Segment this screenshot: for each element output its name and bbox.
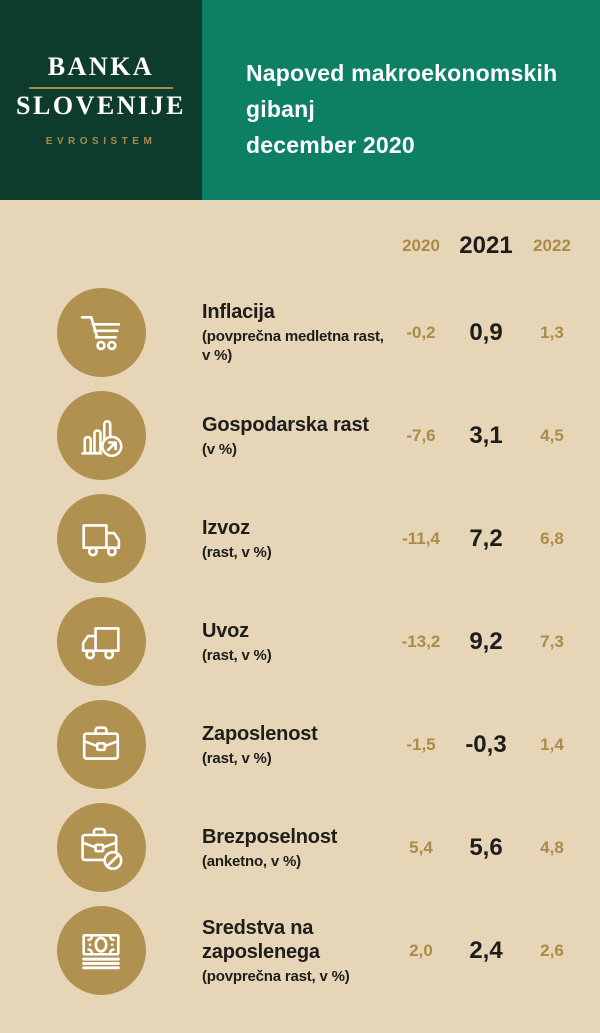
indicator-title: Uvoz xyxy=(202,619,249,642)
logo-text-slovenije: SLOVENIJE xyxy=(16,91,186,120)
value-2022: 6,8 xyxy=(540,528,564,548)
value-2022: 4,5 xyxy=(540,425,564,445)
title-line-3: december 2020 xyxy=(246,132,415,158)
value-2022: 7,3 xyxy=(540,631,564,651)
label-cell: Gospodarska rast (v %) xyxy=(202,413,387,459)
indicator-title: Zaposlenost xyxy=(202,722,318,745)
value-2021: 7,2 xyxy=(469,524,503,552)
indicator-title: Izvoz xyxy=(202,516,250,539)
value-2021: -0,3 xyxy=(465,730,507,758)
value-2020: -11,4 xyxy=(402,528,440,548)
bar-chart-growth-icon xyxy=(56,391,146,480)
icon-cell xyxy=(0,494,202,583)
label-cell: Izvoz (rast, v %) xyxy=(202,516,387,562)
bank-logo: BANKA SLOVENIJE EVROSISTEM xyxy=(0,0,202,200)
indicator-rows: Inflacija (povprečna medletna rast, v %)… xyxy=(0,281,600,1002)
value-2022: 1,4 xyxy=(540,734,564,754)
value-2020: -1,5 xyxy=(406,734,436,754)
value-2022: 2,6 xyxy=(540,940,564,960)
value-2020: -0,2 xyxy=(406,322,436,342)
truck-import-icon xyxy=(56,597,146,686)
value-2022: 4,8 xyxy=(540,837,564,857)
indicator-subtitle: (povprečna rast, v %) xyxy=(202,967,350,985)
value-2021: 0,9 xyxy=(469,318,503,346)
indicator-title: Sredstva na zaposlenega xyxy=(202,916,320,963)
indicator-title: Brezposelnost xyxy=(202,825,338,848)
table-row: Brezposelnost (anketno, v %) 5,4 5,6 4,8 xyxy=(0,796,600,899)
logo-text-evrosistem: EVROSISTEM xyxy=(45,135,157,147)
indicator-title: Gospodarska rast xyxy=(202,413,369,436)
banknotes-icon xyxy=(56,906,146,995)
briefcase-icon xyxy=(56,700,146,789)
truck-export-icon xyxy=(56,494,146,583)
value-2020: -7,6 xyxy=(406,425,436,445)
value-2020: 5,4 xyxy=(409,837,433,857)
value-2022: 1,3 xyxy=(540,322,564,342)
value-2021: 9,2 xyxy=(469,627,503,655)
icon-cell xyxy=(0,288,202,377)
label-cell: Zaposlenost (rast, v %) xyxy=(202,722,387,768)
title-line-1: Napoved makroekonomskih xyxy=(246,60,558,86)
indicator-subtitle: (anketno, v %) xyxy=(202,852,301,870)
year-header-2021: 2021 xyxy=(459,231,513,259)
year-header-2022: 2022 xyxy=(533,235,571,255)
value-2021: 2,4 xyxy=(469,936,503,964)
icon-cell xyxy=(0,391,202,480)
table-row: Gospodarska rast (v %) -7,6 3,1 4,5 xyxy=(0,384,600,487)
header: BANKA SLOVENIJE EVROSISTEM Napoved makro… xyxy=(0,0,600,200)
value-2020: 2,0 xyxy=(409,940,433,960)
indicator-subtitle: (povprečna medletna rast, v %) xyxy=(202,328,384,364)
indicator-subtitle: (rast, v %) xyxy=(202,646,272,664)
label-cell: Inflacija (povprečna medletna rast, v %) xyxy=(202,300,387,365)
value-2021: 5,6 xyxy=(469,833,503,861)
logo-text-banka: BANKA xyxy=(47,52,155,82)
label-cell: Uvoz (rast, v %) xyxy=(202,619,387,665)
table-row: Zaposlenost (rast, v %) -1,5 -0,3 1,4 xyxy=(0,693,600,796)
label-cell: Sredstva na zaposlenega (povprečna rast,… xyxy=(202,916,387,986)
indicator-subtitle: (rast, v %) xyxy=(202,749,272,767)
forecast-table: 2020 2021 2022 Inflacija (povprečna medl… xyxy=(0,200,600,1002)
title-line-2: gibanj xyxy=(246,96,315,122)
logo-divider xyxy=(29,87,173,89)
year-header-2020: 2020 xyxy=(402,235,440,255)
table-row: Inflacija (povprečna medletna rast, v %)… xyxy=(0,281,600,384)
icon-cell xyxy=(0,597,202,686)
report-title: Napoved makroekonomskih gibanj december … xyxy=(202,0,600,200)
value-2020: -13,2 xyxy=(401,631,441,651)
indicator-subtitle: (v %) xyxy=(202,440,237,458)
icon-cell xyxy=(0,700,202,789)
table-row: Sredstva na zaposlenega (povprečna rast,… xyxy=(0,899,600,1002)
icon-cell xyxy=(0,906,202,995)
table-row: Uvoz (rast, v %) -13,2 9,2 7,3 xyxy=(0,590,600,693)
label-cell: Brezposelnost (anketno, v %) xyxy=(202,825,387,871)
table-row: Izvoz (rast, v %) -11,4 7,2 6,8 xyxy=(0,487,600,590)
icon-cell xyxy=(0,803,202,892)
year-columns-header: 2020 2021 2022 xyxy=(0,200,600,281)
briefcase-prohibited-icon xyxy=(56,803,146,892)
value-2021: 3,1 xyxy=(469,421,503,449)
indicator-subtitle: (rast, v %) xyxy=(202,543,272,561)
shopping-cart-icon xyxy=(56,288,146,377)
indicator-title: Inflacija xyxy=(202,301,275,323)
